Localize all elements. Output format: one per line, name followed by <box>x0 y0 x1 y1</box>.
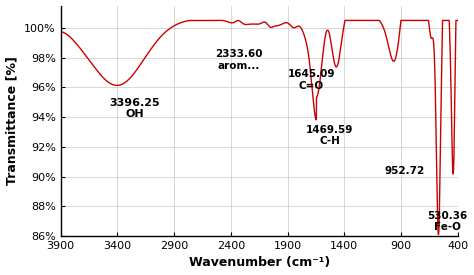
Text: 1645.09
C=O: 1645.09 C=O <box>288 70 335 91</box>
Text: 530.36
Fe-O: 530.36 Fe-O <box>428 211 468 232</box>
X-axis label: Wavenumber (cm⁻¹): Wavenumber (cm⁻¹) <box>189 257 330 269</box>
Text: 1469.59
C-H: 1469.59 C-H <box>306 125 353 146</box>
Y-axis label: Transmittance [%]: Transmittance [%] <box>6 56 18 185</box>
Text: 3396.25
OH: 3396.25 OH <box>109 98 160 119</box>
Text: 952.72: 952.72 <box>384 166 425 176</box>
Text: 2333.60
arom...: 2333.60 arom... <box>215 50 262 71</box>
